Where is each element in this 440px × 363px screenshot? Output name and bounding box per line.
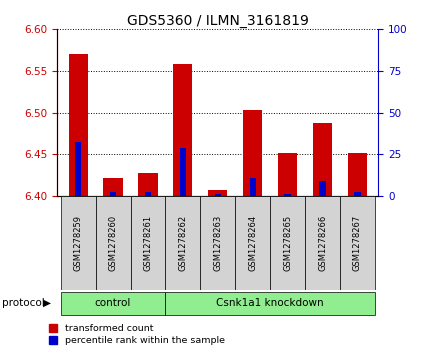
Text: GSM1278262: GSM1278262 [178,215,187,271]
Bar [200,196,235,290]
Legend: transformed count, percentile rank within the sample: transformed count, percentile rank withi… [49,324,225,345]
Text: Csnk1a1 knockdown: Csnk1a1 knockdown [216,298,324,308]
Text: control: control [95,298,131,308]
Bar [103,178,123,196]
Bar [354,192,361,196]
Text: GSM1278260: GSM1278260 [109,215,117,271]
Title: GDS5360 / ILMN_3161819: GDS5360 / ILMN_3161819 [127,14,309,28]
Bar [243,110,262,196]
Bar [249,178,256,196]
Bar [348,152,367,196]
Text: ▶: ▶ [43,298,51,308]
Bar [173,64,192,196]
Bar [319,181,326,196]
Text: GSM1278265: GSM1278265 [283,215,292,271]
Bar [208,190,227,196]
Text: GSM1278259: GSM1278259 [73,215,83,271]
Bar [61,292,165,314]
Bar [69,54,88,196]
Bar [61,196,95,290]
Text: GSM1278267: GSM1278267 [353,215,362,271]
Bar [270,196,305,290]
Bar [313,123,332,196]
Text: protocol: protocol [2,298,45,308]
Bar [215,194,221,196]
Bar [95,196,131,290]
Bar [131,196,165,290]
Bar [165,292,375,314]
Bar [138,173,158,196]
Text: GSM1278264: GSM1278264 [248,215,257,271]
Bar [110,192,116,196]
Text: GSM1278266: GSM1278266 [318,215,327,271]
Bar [305,196,340,290]
Text: GSM1278261: GSM1278261 [143,215,153,271]
Bar [180,148,186,196]
Bar [340,196,375,290]
Bar [145,192,151,196]
Bar [165,196,200,290]
Bar [285,193,291,196]
Text: GSM1278263: GSM1278263 [213,215,222,271]
Bar [278,152,297,196]
Bar [235,196,270,290]
Bar [75,142,81,196]
